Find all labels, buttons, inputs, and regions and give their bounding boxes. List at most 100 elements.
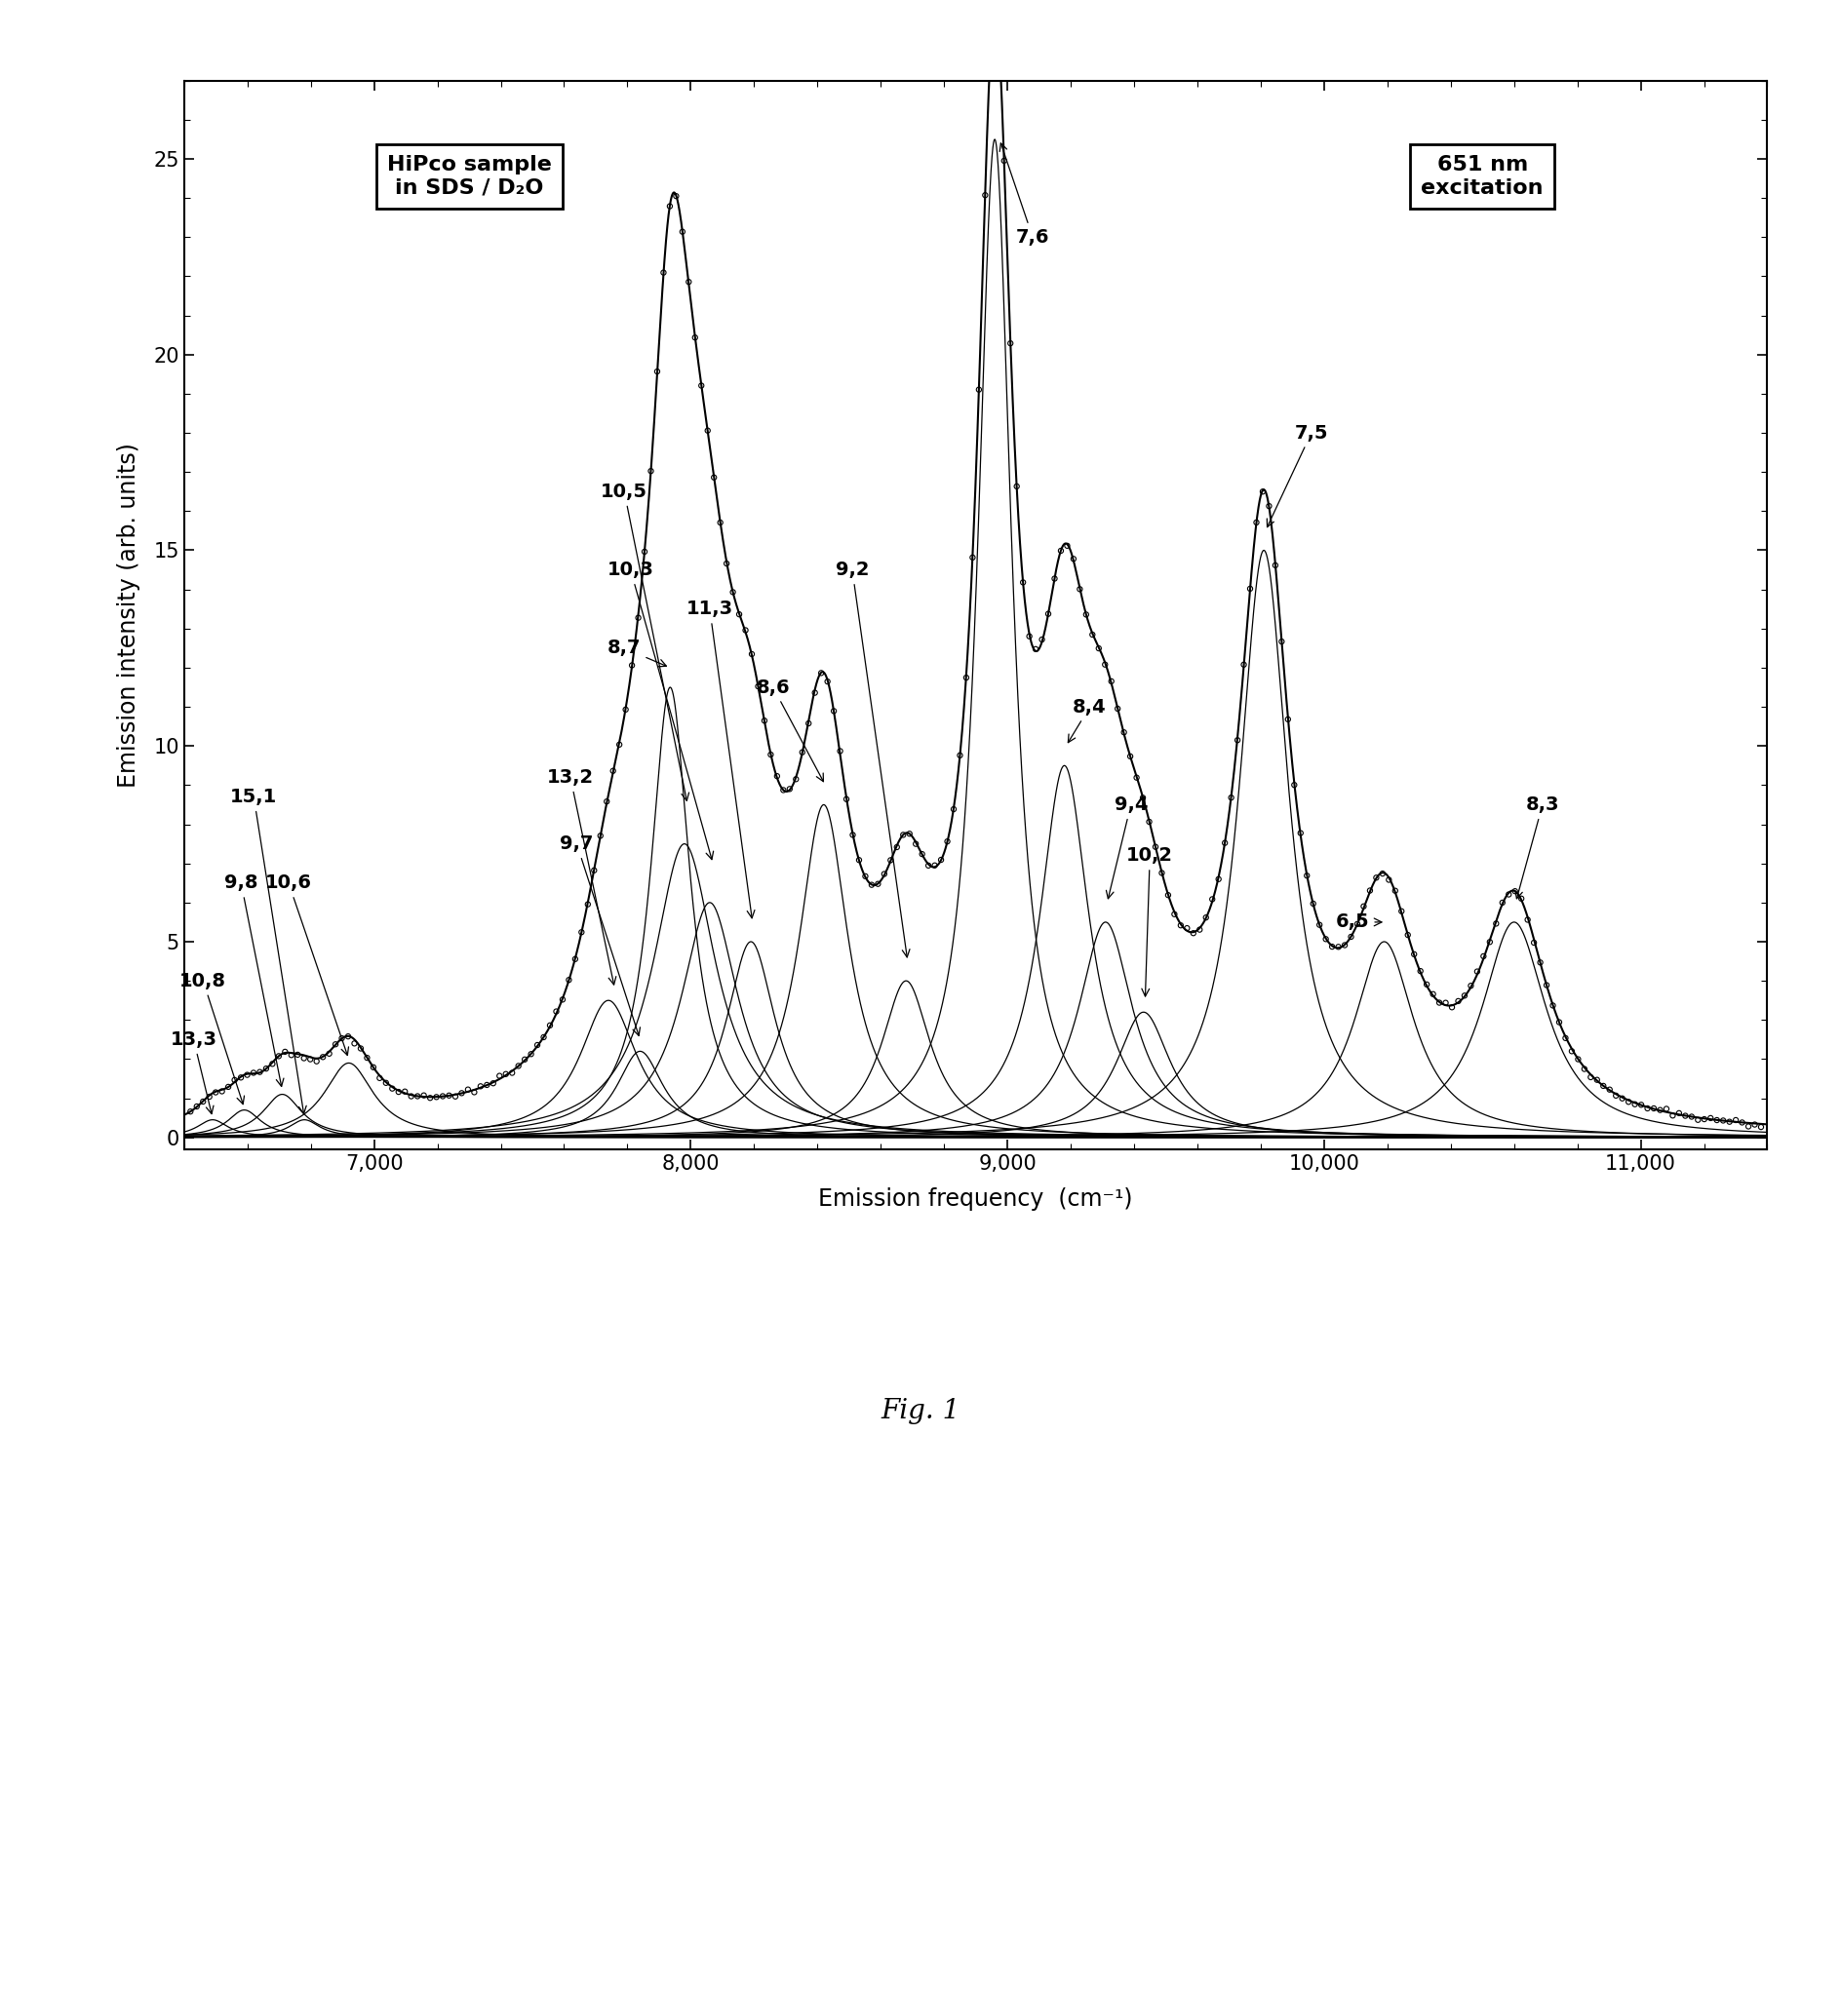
Point (1222, 724, 1252, 756)
Point (440, 1081, 469, 1113)
Point (1545, 1006, 1574, 1038)
Point (856, 869, 886, 901)
Point (643, 355, 672, 387)
Point (333, 1020, 363, 1052)
Point (1002, 470, 1031, 502)
Point (939, 792, 968, 825)
Point (1407, 956, 1436, 988)
Point (422, 1081, 451, 1113)
Point (1046, 534, 1075, 566)
Point (1519, 927, 1548, 960)
Point (1532, 970, 1561, 1002)
Point (188, 1085, 217, 1117)
Point (1022, 633, 1051, 665)
Point (806, 657, 836, 689)
Point (1620, 1089, 1650, 1121)
Point (674, 266, 703, 298)
Point (863, 867, 893, 899)
Text: 10,3: 10,3 (608, 560, 714, 859)
Point (793, 708, 823, 740)
Point (252, 1052, 282, 1085)
Point (528, 1020, 558, 1052)
Point (226, 1060, 256, 1093)
Point (1014, 621, 1044, 653)
Point (258, 1048, 287, 1081)
Point (825, 736, 854, 768)
Point (232, 1058, 261, 1091)
Point (1329, 929, 1359, 962)
Point (1443, 986, 1473, 1018)
Text: 6,5: 6,5 (1337, 913, 1383, 931)
Point (718, 577, 747, 609)
Point (1152, 879, 1182, 911)
Point (1425, 986, 1454, 1018)
Point (757, 738, 786, 770)
Point (175, 1095, 204, 1127)
Point (1204, 863, 1233, 895)
Point (460, 1077, 490, 1109)
Point (302, 1044, 331, 1077)
Point (1077, 619, 1106, 651)
Point (1071, 599, 1101, 631)
Point (749, 704, 779, 736)
Point (1626, 1089, 1655, 1121)
Point (1254, 490, 1283, 522)
Point (598, 754, 628, 786)
Point (983, 10, 1013, 42)
Point (296, 1042, 326, 1075)
Point (1381, 875, 1410, 907)
Point (1677, 1101, 1707, 1133)
Text: 13,3: 13,3 (169, 1030, 217, 1115)
Point (1173, 911, 1202, 943)
Point (1615, 1087, 1644, 1119)
Point (385, 1077, 414, 1109)
Point (1349, 891, 1379, 923)
Point (549, 984, 578, 1016)
Point (320, 1028, 350, 1060)
Point (1110, 716, 1140, 748)
Point (1090, 649, 1119, 681)
Point (289, 1042, 318, 1075)
Point (1355, 875, 1384, 907)
Point (390, 1075, 420, 1107)
Point (541, 996, 571, 1028)
Point (1506, 883, 1535, 915)
Point (1235, 573, 1265, 605)
Point (580, 855, 609, 887)
Point (315, 1038, 344, 1070)
Point (781, 762, 810, 794)
Point (908, 839, 937, 871)
Point (307, 1040, 337, 1073)
Point (1646, 1095, 1675, 1127)
Text: 7,5: 7,5 (1267, 423, 1327, 526)
Point (573, 889, 602, 921)
Point (1703, 1105, 1732, 1137)
Point (1040, 562, 1070, 595)
Point (978, 16, 1007, 48)
Point (838, 818, 867, 851)
Point (1009, 566, 1038, 599)
Point (1557, 1034, 1587, 1066)
Point (920, 849, 950, 881)
Point (1342, 907, 1372, 939)
Point (944, 740, 974, 772)
Text: 651 nm
excitation: 651 nm excitation (1421, 155, 1543, 198)
Point (1267, 625, 1296, 657)
Point (1178, 917, 1208, 950)
Point (876, 845, 906, 877)
Point (365, 1062, 394, 1095)
Point (648, 256, 677, 288)
Point (453, 1073, 482, 1105)
Point (687, 369, 716, 401)
Point (466, 1070, 495, 1103)
Point (182, 1091, 212, 1123)
Text: 10,6: 10,6 (265, 873, 348, 1054)
Point (1607, 1083, 1637, 1115)
Point (471, 1068, 501, 1101)
Point (263, 1040, 293, 1073)
Point (933, 825, 963, 857)
Point (1659, 1099, 1688, 1131)
Point (1165, 909, 1195, 941)
Point (1279, 768, 1309, 800)
Point (1602, 1079, 1631, 1111)
